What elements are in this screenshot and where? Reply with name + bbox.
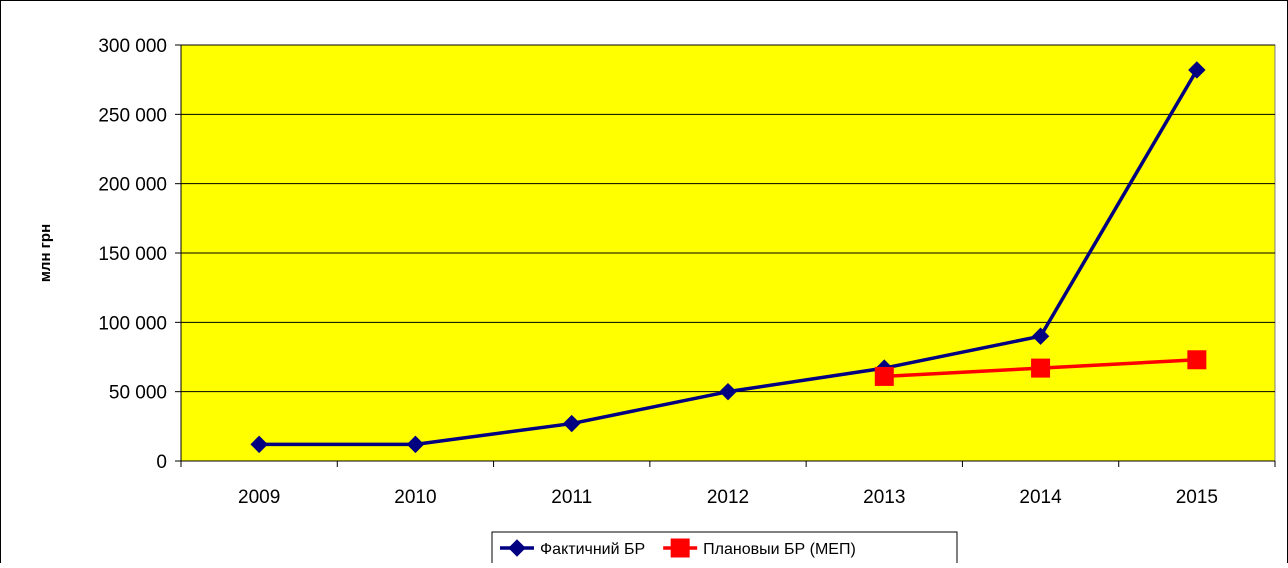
y-axis-title: млн грн (37, 224, 54, 282)
data-point (874, 366, 894, 386)
series-1 (250, 61, 1206, 454)
x-tick-label: 2012 (707, 487, 749, 508)
x-tick-label: 2014 (1019, 487, 1062, 508)
series-layer (250, 61, 1207, 454)
y-tick-label: 150 000 (98, 244, 167, 265)
series-2 (874, 350, 1207, 386)
data-point (1031, 358, 1051, 378)
data-point (1031, 327, 1050, 345)
y-tick-label: 50 000 (109, 383, 167, 404)
data-point (250, 435, 268, 454)
x-tick-label: 2015 (1176, 487, 1218, 508)
data-point (719, 382, 737, 401)
data-point (563, 414, 581, 433)
legend-item-2: Плановыи БР (МЕП) (663, 538, 856, 558)
legend-label: Плановыи БР (МЕП) (703, 541, 856, 558)
data-point (406, 435, 425, 454)
legend-marker (508, 539, 526, 557)
x-tick-label: 2011 (551, 487, 592, 508)
legend-item-1: Фактичний БР (500, 539, 645, 558)
y-tick-label: 100 000 (98, 313, 167, 334)
y-tick-label: 250 000 (98, 105, 167, 126)
data-point (1187, 350, 1207, 370)
data-point (1188, 61, 1206, 79)
legend-box (491, 531, 958, 568)
axes: 0 50 000 100 000 150 000 200 000 250 000 300 0… (98, 36, 1276, 508)
x-tick-label: 2009 (238, 487, 280, 508)
x-tick-label: 2010 (394, 487, 436, 508)
legend: Фактичний БР Плановыи БР (МЕП) (491, 531, 958, 568)
legend-marker (670, 538, 690, 558)
gridlines (181, 44, 1275, 393)
legend-label: Фактичний БР (540, 541, 645, 558)
y-tick-label: 200 000 (98, 175, 167, 196)
x-tick-label: 2013 (863, 487, 905, 508)
y-tick-label: 0 (156, 452, 167, 473)
y-tick-label: 300 000 (98, 36, 167, 57)
